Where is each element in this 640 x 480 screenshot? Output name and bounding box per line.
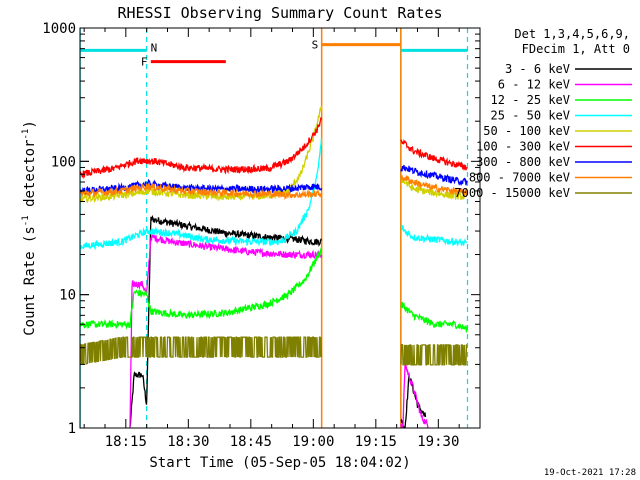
- legend-entry-label: 6 - 12 keV: [498, 78, 570, 92]
- series-line: [400, 175, 468, 198]
- legend-entry-label: 25 - 50 keV: [491, 109, 570, 123]
- flag-label-f: F: [141, 56, 148, 69]
- series-line: [400, 363, 430, 428]
- legend-entry-label: 50 - 100 keV: [483, 124, 570, 138]
- axes: 1 10 100 1000 18:15 18:30 18:45 19:00 19:15 19:30: [42, 21, 481, 450]
- y-axis-label: Count Rate (s-1 detector-1): [21, 120, 38, 336]
- legend-entry-label: 7000 - 15000 keV: [454, 186, 570, 200]
- x-tick-label: 18:45: [230, 434, 272, 450]
- x-tick-label: 19:30: [417, 434, 459, 450]
- series-line: [80, 247, 323, 330]
- legend-entry-label: 800 - 7000 keV: [469, 171, 570, 185]
- series-line: [80, 117, 323, 180]
- series-line: [80, 336, 323, 365]
- plot-frame: [79, 27, 481, 429]
- series-line: [80, 137, 323, 251]
- legend-entry-label: 300 - 800 keV: [476, 155, 570, 169]
- x-tick-label: 19:15: [355, 434, 397, 450]
- x-tick-label: 18:30: [167, 434, 209, 450]
- legend-entry-label: 12 - 25 keV: [491, 93, 570, 107]
- legend-header: FDecim 1, Att 0: [522, 42, 630, 56]
- y-tick-label: 100: [51, 154, 76, 170]
- legend-entry-label: 100 - 300 keV: [476, 140, 570, 154]
- legend-entry-label: 3 - 6 keV: [505, 62, 570, 76]
- x-axis-label: Start Time (05-Sep-05 18:04:02): [149, 455, 410, 471]
- series-line: [400, 164, 468, 187]
- series-line: [400, 224, 468, 246]
- x-tick-label: 19:00: [292, 434, 334, 450]
- series-line: [400, 177, 468, 201]
- series-line: [400, 343, 468, 366]
- y-tick-label: 1000: [42, 21, 76, 37]
- plot-area: NF S: [80, 28, 469, 428]
- series-line: [400, 301, 468, 333]
- footer-date: 19-Oct-2021 17:28: [544, 468, 636, 478]
- x-tick-label: 18:15: [105, 434, 147, 450]
- plot-content: NF S: [80, 28, 469, 428]
- series-line: [129, 234, 323, 428]
- y-tick-label: 1: [68, 421, 76, 437]
- flag-label-s: S: [312, 39, 319, 52]
- flag-label-n: N: [151, 41, 158, 54]
- series-line: [400, 138, 468, 171]
- legend: Det 1,3,4,5,6,9,FDecim 1, Att 0 3 - 6 keV…: [454, 27, 632, 200]
- chart-title: RHESSI Observing Summary Count Rates: [117, 4, 442, 22]
- legend-header: Det 1,3,4,5,6,9,: [514, 27, 630, 41]
- series-line: [80, 183, 323, 200]
- y-tick-label: 10: [59, 288, 76, 304]
